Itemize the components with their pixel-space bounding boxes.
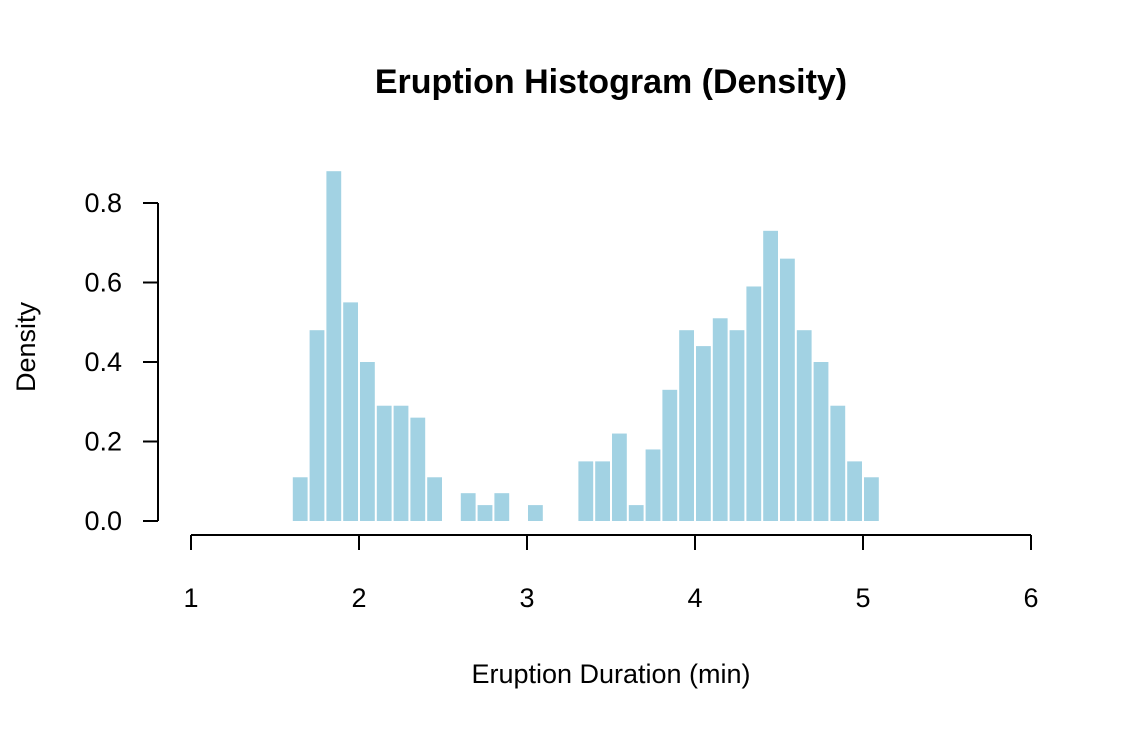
histogram-bar (662, 389, 678, 521)
x-axis-label: Eruption Duration (min) (471, 659, 750, 689)
histogram-bar (292, 477, 308, 521)
histogram-bar (326, 171, 342, 521)
y-tick-label: 0.2 (84, 427, 122, 457)
x-tick-label: 3 (519, 583, 534, 613)
histogram-bar (309, 330, 325, 521)
y-ticks-group: 0.0 0.2 0.4 0.6 0.8 (84, 188, 158, 536)
histogram-bar (746, 286, 762, 521)
histogram-bar (763, 230, 778, 521)
y-tick-label: 0.8 (84, 188, 122, 218)
x-tick-label: 1 (183, 583, 198, 613)
histogram-bar (393, 405, 409, 521)
histogram-bar (645, 449, 661, 521)
histogram-bar (595, 461, 610, 521)
histogram-bar (612, 433, 627, 521)
bars-group (292, 171, 879, 521)
histogram-bar (712, 318, 728, 521)
y-axis-label: Density (11, 301, 41, 392)
histogram-bar (864, 477, 879, 521)
x-tick-label: 4 (687, 583, 702, 613)
histogram-bar (376, 405, 392, 521)
x-tick-label: 6 (1023, 583, 1038, 613)
histogram-bar (796, 330, 812, 521)
histogram-bar (830, 405, 846, 521)
x-tick-label: 5 (855, 583, 870, 613)
histogram-bar (477, 505, 493, 521)
x-tick-label: 2 (351, 583, 366, 613)
y-tick-label: 0.0 (84, 506, 122, 536)
y-tick-label: 0.4 (84, 347, 122, 377)
histogram-bar (360, 362, 375, 521)
histogram-bar (343, 302, 358, 521)
histogram-bar (696, 346, 711, 521)
histogram-bar (578, 461, 594, 521)
histogram-bar (410, 417, 426, 521)
histogram-bar (813, 362, 829, 521)
chart-title: Eruption Histogram (Density) (375, 63, 847, 101)
histogram-bar (780, 258, 795, 521)
histogram-bar (628, 505, 644, 521)
x-ticks-group: 1 2 3 4 5 6 (183, 535, 1039, 613)
histogram-bar (847, 461, 862, 521)
histogram-bar (494, 493, 510, 521)
y-tick-label: 0.6 (84, 268, 122, 298)
histogram-bar (729, 330, 745, 521)
histogram-bar (427, 477, 442, 521)
histogram-bar (528, 505, 543, 521)
histogram-bar (679, 330, 694, 521)
histogram-bar (460, 493, 476, 521)
